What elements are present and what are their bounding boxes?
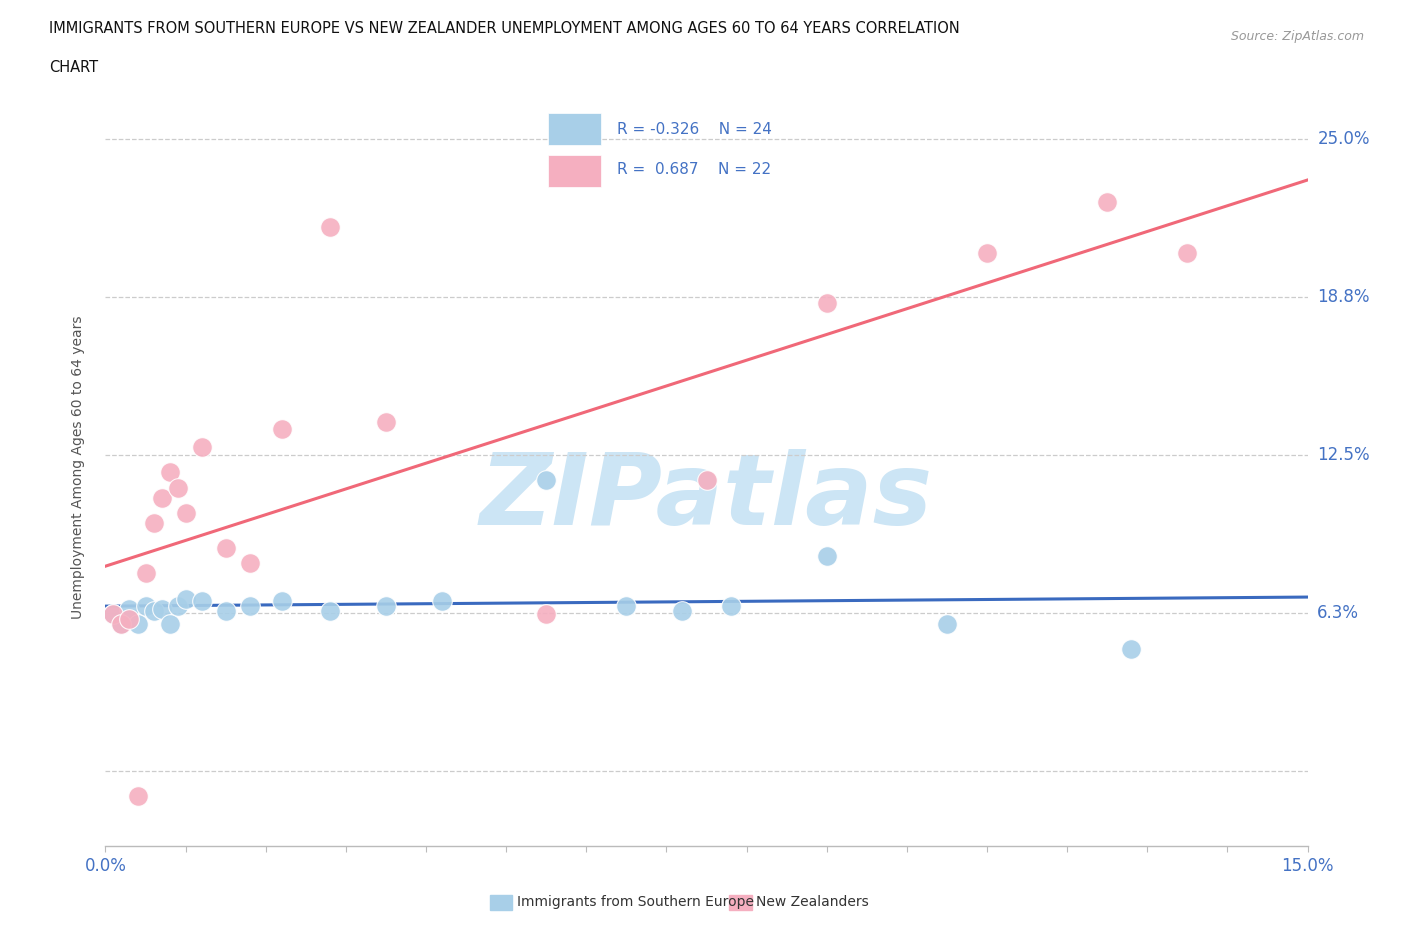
Point [214, 604, 236, 618]
Point [127, 617, 149, 631]
Point [174, 591, 197, 606]
Point [110, 617, 132, 631]
Text: 25.0%: 25.0% [1317, 130, 1369, 148]
Point [1097, 194, 1119, 209]
Point [319, 604, 342, 618]
Text: CHART: CHART [49, 60, 98, 75]
Text: New Zealanders: New Zealanders [756, 895, 869, 910]
Point [166, 480, 188, 495]
Point [616, 599, 638, 614]
Point [166, 599, 188, 614]
Point [936, 617, 959, 631]
Point [103, 606, 125, 621]
Point [374, 415, 398, 430]
Point [135, 599, 157, 614]
Point [239, 556, 262, 571]
Point [174, 505, 197, 520]
Point [214, 540, 236, 555]
Point [142, 515, 165, 530]
Point [135, 566, 157, 581]
Point [118, 602, 141, 617]
Point [319, 219, 342, 234]
Point [159, 465, 181, 480]
Point [815, 296, 838, 311]
Point [127, 789, 149, 804]
Y-axis label: Unemployment Among Ages 60 to 64 years: Unemployment Among Ages 60 to 64 years [70, 315, 84, 619]
Text: IMMIGRANTS FROM SOUTHERN EUROPE VS NEW ZEALANDER UNEMPLOYMENT AMONG AGES 60 TO 6: IMMIGRANTS FROM SOUTHERN EUROPE VS NEW Z… [49, 21, 960, 36]
Point [150, 602, 173, 617]
Point [118, 612, 141, 627]
Point [430, 593, 453, 608]
Point [239, 599, 262, 614]
Point [190, 593, 212, 608]
Point [374, 599, 398, 614]
Point [534, 472, 557, 487]
Point [159, 617, 181, 631]
Point [190, 440, 212, 455]
Point [976, 246, 998, 260]
Point [534, 606, 557, 621]
Point [142, 604, 165, 618]
Point [270, 593, 292, 608]
Point [1121, 642, 1143, 657]
Point [110, 617, 132, 631]
Text: 12.5%: 12.5% [1317, 445, 1369, 464]
Point [671, 604, 693, 618]
Text: 18.8%: 18.8% [1317, 287, 1369, 306]
Point [103, 606, 125, 621]
Point [815, 549, 838, 564]
Point [720, 599, 742, 614]
Point [150, 490, 173, 505]
Point [696, 472, 718, 487]
Text: 6.3%: 6.3% [1317, 604, 1360, 621]
Text: Source: ZipAtlas.com: Source: ZipAtlas.com [1230, 30, 1364, 43]
Point [1177, 246, 1199, 260]
Text: Immigrants from Southern Europe: Immigrants from Southern Europe [517, 895, 754, 910]
Text: ZIPatlas: ZIPatlas [479, 449, 934, 546]
Point [270, 422, 292, 437]
